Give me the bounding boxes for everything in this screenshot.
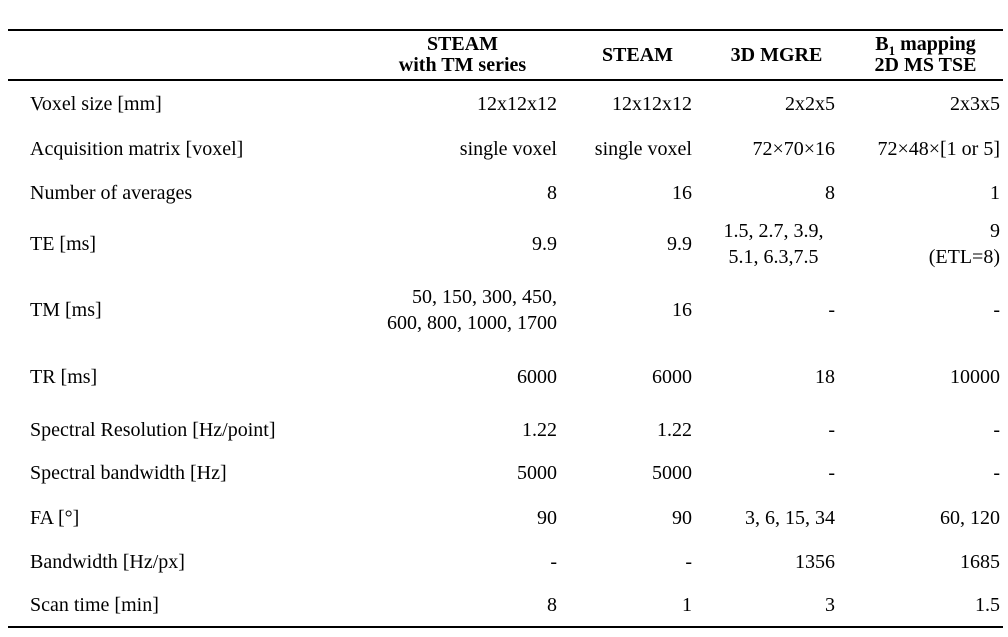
table-row-scan-time: Scan time [min] 8 1 3 1.5 [8,583,1003,627]
cell-line: 9 [990,220,1000,242]
cell: 5000 [652,462,692,484]
mri-parameters-table: STEAM with TM series STEAM 3D MGRE B1 ma… [8,29,1003,628]
cell: 72×70×16 [752,137,835,160]
cell: 3, 6, 15, 34 [745,506,835,529]
cell-line: 600, 800, 1000, 1700 [387,311,557,334]
cell: 5000 [517,462,557,484]
row-label: Spectral Resolution [Hz/point] [30,418,276,441]
cell: 60, 120 [940,506,1000,529]
header-b1-mapping: B1 mapping 2D MS TSE [848,30,1003,80]
cell: 12x12x12 [612,93,692,115]
cell: 10000 [950,366,1000,388]
cell: 8 [547,181,557,204]
cell: 72×48×[1 or 5] [877,137,1000,160]
cell: 16 [672,181,692,204]
row-label: Spectral bandwidth [Hz] [30,462,227,484]
row-label: TM [ms] [30,298,102,321]
header-b1-line1: B1 mapping [848,33,1003,58]
row-label: FA [°] [30,506,80,529]
table-row-voxel-size: Voxel size [mm] 12x12x12 12x12x12 2x2x5 … [8,80,1003,127]
row-label: Voxel size [mm] [30,93,162,115]
row-label: Number of averages [30,181,193,204]
cell: - [993,462,1000,484]
cell-line: 50, 150, 300, 450, [412,285,557,308]
table-row-bandwidth: Bandwidth [Hz/px] - - 1356 1685 [8,540,1003,583]
row-label: TR [ms] [30,366,98,388]
cell: - [993,418,1000,441]
row-label: TE [ms] [30,233,97,255]
row-label: Acquisition matrix [voxel] [30,137,244,160]
cell-line: 1.5, 2.7, 3.9, [723,220,824,242]
cell: 12x12x12 [477,93,557,115]
table-row-number-of-averages: Number of averages 8 16 8 1 [8,170,1003,215]
cell: 90 [537,506,557,529]
cell: - [685,550,692,573]
cell: 1685 [960,550,1000,573]
cell: single voxel [594,137,692,160]
cell: 6000 [517,366,557,388]
cell: 2x2x5 [785,93,835,115]
header-steam-tm-series: STEAM with TM series [355,30,570,80]
cell: 8 [547,593,557,616]
cell: 1.22 [657,418,692,441]
cell-line: (ETL=8) [928,246,1000,268]
header-parameter-blank [8,30,355,80]
cell: 50, 150, 300, 450, 600, 800, 1000, 1700 [355,273,570,346]
b1-base: B [875,33,889,55]
table-row-fa: FA [°] 90 90 3, 6, 15, 34 60, 120 [8,495,1003,540]
cell: - [828,418,835,441]
cell: - [993,298,1000,321]
cell: 9.9 [667,233,692,255]
cell: 8 [825,181,835,204]
table-row-tm: TM [ms] 50, 150, 300, 450, 600, 800, 100… [8,273,1003,346]
cell: - [828,462,835,484]
cell: single voxel [459,137,557,160]
cell: 6000 [652,366,692,388]
table-row-spectral-bandwidth: Spectral bandwidth [Hz] 5000 5000 - - [8,451,1003,495]
table-row-spectral-resolution: Spectral Resolution [Hz/point] 1.22 1.22… [8,408,1003,451]
table-row-te: TE [ms] 9.9 9.9 1.5, 2.7, 3.9, 5.1, 6.3,… [8,215,1003,273]
header-steam-tm-line1: STEAM [426,33,499,55]
cell: 1 [990,181,1000,204]
header-b1-line2: 2D MS TSE [874,54,977,76]
header-3d-mgre: 3D MGRE [730,43,823,66]
cell: 3 [825,593,835,616]
table-row-tr: TR [ms] 6000 6000 18 10000 [8,346,1003,408]
row-label: Scan time [min] [30,593,159,616]
header-row: STEAM with TM series STEAM 3D MGRE B1 ma… [8,30,1003,80]
cell: 1 [682,593,692,616]
cell-line: 5.1, 6.3,7.5 [728,246,819,268]
cell: 2x3x5 [950,93,1000,115]
cell: 16 [672,298,692,321]
cell: 1.22 [522,418,557,441]
cell: - [828,298,835,321]
header-steam-tm-line2: with TM series [398,54,527,76]
b1-subscript: 1 [888,43,896,58]
cell: - [550,550,557,573]
row-label: Bandwidth [Hz/px] [30,550,185,573]
table-row-acquisition-matrix: Acquisition matrix [voxel] single voxel … [8,127,1003,170]
header-steam: STEAM [601,43,674,66]
b1-rest: mapping [895,33,976,55]
cell: 1356 [795,550,835,573]
cell: 90 [672,506,692,529]
cell: 1.5 [975,593,1000,616]
cell: 18 [815,366,835,388]
cell: 9 (ETL=8) [848,215,1003,273]
cell: 1.5, 2.7, 3.9, 5.1, 6.3,7.5 [705,215,848,273]
cell: 9.9 [532,233,557,255]
